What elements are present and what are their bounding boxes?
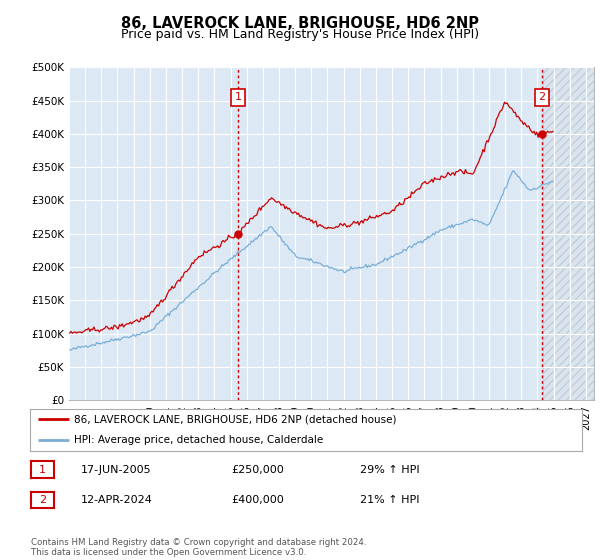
Text: 1: 1 [235, 92, 241, 102]
Text: 1: 1 [39, 465, 46, 475]
Text: Contains HM Land Registry data © Crown copyright and database right 2024.
This d: Contains HM Land Registry data © Crown c… [31, 538, 367, 557]
Text: 21% ↑ HPI: 21% ↑ HPI [360, 495, 419, 505]
Bar [543, 67, 594, 400]
Text: Price paid vs. HM Land Registry's House Price Index (HPI): Price paid vs. HM Land Registry's House … [121, 28, 479, 41]
Text: 2: 2 [39, 495, 46, 505]
Text: 86, LAVEROCK LANE, BRIGHOUSE, HD6 2NP: 86, LAVEROCK LANE, BRIGHOUSE, HD6 2NP [121, 16, 479, 31]
Text: £400,000: £400,000 [231, 495, 284, 505]
Text: 86, LAVEROCK LANE, BRIGHOUSE, HD6 2NP (detached house): 86, LAVEROCK LANE, BRIGHOUSE, HD6 2NP (d… [74, 414, 397, 424]
Text: 17-JUN-2005: 17-JUN-2005 [81, 465, 152, 475]
Text: 12-APR-2024: 12-APR-2024 [81, 495, 153, 505]
Bar [543, 67, 594, 400]
Text: 2: 2 [538, 92, 545, 102]
Text: 29% ↑ HPI: 29% ↑ HPI [360, 465, 419, 475]
Text: HPI: Average price, detached house, Calderdale: HPI: Average price, detached house, Cald… [74, 435, 323, 445]
Text: £250,000: £250,000 [231, 465, 284, 475]
